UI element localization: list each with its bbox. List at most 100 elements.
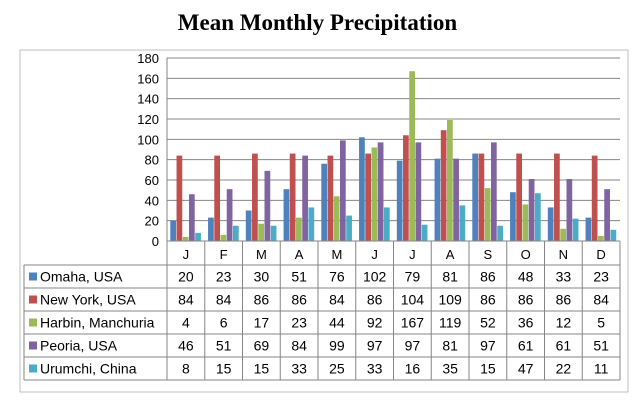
x-tick-label: J [183,247,190,262]
data-label: 44 [329,315,345,331]
bar-2-7 [447,120,453,241]
bar-2-0 [182,236,189,241]
y-tick-label: 100 [137,132,159,147]
data-label: 104 [401,292,425,308]
bar-2-6 [409,71,415,241]
data-label: 76 [329,269,345,285]
bar-0-3 [283,189,290,241]
bar-2-3 [296,217,302,241]
data-label: 86 [291,292,307,308]
bar-3-0 [188,194,195,241]
data-label: 4 [182,315,190,331]
data-label: 97 [367,338,383,354]
bar-1-0 [176,155,183,241]
data-label: 86 [518,292,534,308]
legend-swatch [29,364,37,373]
bar-1-9 [516,153,523,241]
bar-0-6 [396,160,403,241]
x-tick-label: A [446,247,455,262]
data-label: 16 [405,361,421,377]
bar-2-4 [333,196,340,241]
data-label: 15 [480,361,496,377]
bar-4-5 [383,207,390,241]
x-tick-label: F [220,247,228,262]
data-label: 86 [480,269,496,285]
data-label: 167 [401,315,425,331]
data-label: 97 [480,338,496,354]
data-label: 79 [405,269,421,285]
data-label: 92 [367,315,383,331]
legend-label: Peoria, USA [40,338,118,354]
x-tick-label: D [596,247,605,262]
bar-3-2 [264,170,271,241]
bar-2-10 [560,228,566,241]
bar-1-10 [554,153,560,241]
data-label: 51 [216,338,232,354]
data-label: 36 [518,315,534,331]
y-tick-label: 120 [137,112,159,127]
bar-4-6 [421,224,428,241]
data-label: 23 [593,269,609,285]
bar-2-1 [220,234,227,241]
legend-label: Omaha, USA [40,269,123,285]
data-label: 119 [439,315,462,331]
data-label: 22 [556,361,572,377]
data-label: 35 [442,361,458,377]
legend-label: Urumchi, China [40,361,137,377]
bar-1-7 [440,130,447,241]
data-label: 30 [254,269,270,285]
bar-0-4 [321,163,328,241]
bar-0-1 [208,217,214,241]
bar-1-11 [591,155,598,241]
data-label: 15 [254,361,270,377]
y-tick-label: 20 [145,214,159,229]
bar-1-4 [327,155,334,241]
bar-2-11 [598,235,604,241]
y-tick-label: 140 [137,92,159,107]
x-tick-label: J [409,247,416,262]
x-tick-label: N [559,247,568,262]
bar-2-8 [484,188,491,241]
data-label: 51 [593,338,609,354]
x-tick-label: A [295,247,304,262]
bar-2-9 [522,204,529,241]
bar-3-10 [566,178,573,241]
data-label: 8 [182,361,190,377]
data-label: 81 [442,338,458,354]
data-label: 102 [363,269,387,285]
data-label: 11 [594,361,609,377]
x-tick-label: O [521,247,531,262]
legend-swatch [29,341,37,350]
bar-0-0 [170,220,177,241]
bar-0-10 [547,207,554,241]
data-label: 61 [556,338,572,354]
bar-3-1 [226,189,233,241]
chart-title: Mean Monthly Precipitation [177,10,458,35]
bar-4-7 [459,205,466,241]
bar-4-3 [308,207,315,241]
bar-1-3 [289,153,296,241]
data-label: 84 [593,292,609,308]
data-label: 33 [291,361,307,377]
bar-4-4 [346,215,352,241]
data-label: 86 [480,292,496,308]
bar-0-2 [245,210,252,241]
data-label: 25 [329,361,345,377]
y-tick-label: 60 [145,173,159,188]
data-label: 5 [597,315,605,331]
bar-0-5 [359,137,365,241]
bar-1-6 [403,135,409,241]
data-label: 33 [556,269,572,285]
bar-4-0 [195,232,201,241]
bar-3-11 [604,189,610,241]
y-tick-label: 40 [145,193,159,208]
bar-3-8 [490,142,497,241]
data-label: 84 [291,338,307,354]
y-tick-label: 0 [152,234,159,249]
data-label: 20 [178,269,194,285]
x-tick-label: M [256,247,267,262]
bar-4-11 [610,229,617,241]
data-label: 86 [556,292,572,308]
data-label: 33 [367,361,383,377]
y-tick-label: 160 [137,71,159,86]
